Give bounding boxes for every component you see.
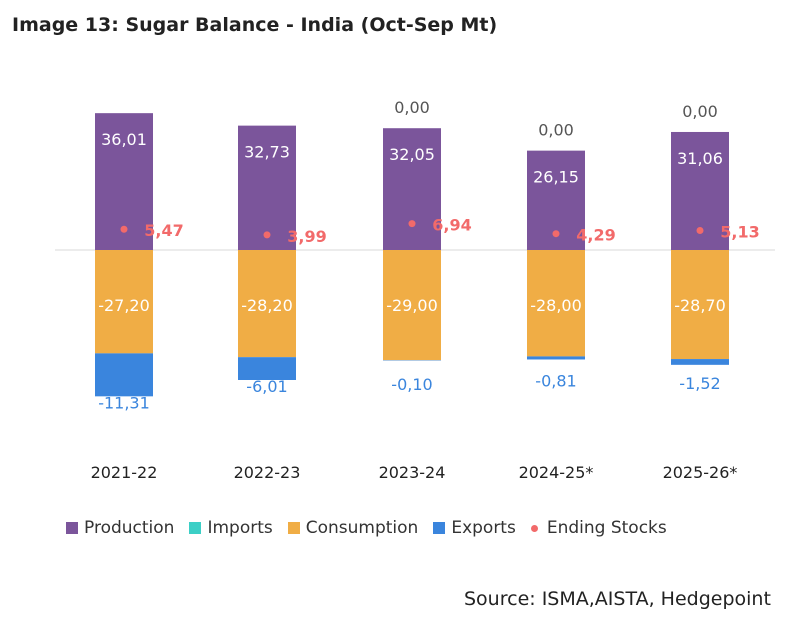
bar-label-imports: 0,00 [538, 121, 574, 140]
bar-label-consumption: -28,70 [674, 296, 726, 315]
bar-label-exports: -0,10 [391, 375, 432, 394]
x-tick-label: 2025-26* [663, 463, 738, 482]
bar-label-production: 32,73 [244, 143, 290, 162]
legend-swatch [433, 522, 446, 534]
bar-exports [527, 356, 585, 360]
bar-label-exports: -1,52 [679, 374, 720, 393]
bar-label-consumption: -27,20 [98, 296, 150, 315]
legend-label: Production [84, 518, 175, 538]
bar-exports [238, 357, 296, 380]
bar-label-production: 32,05 [389, 145, 435, 164]
bar-exports [95, 353, 153, 397]
bar-consumption [238, 250, 296, 358]
legend-item: Consumption [287, 518, 419, 538]
bar-label-production: 36,01 [101, 130, 147, 149]
point-ending-stocks [263, 231, 271, 239]
bar-production [383, 128, 441, 250]
bar-production [238, 125, 296, 250]
legend-label: Consumption [305, 518, 419, 538]
x-tick-label: 2022-23 [234, 463, 301, 482]
legend-swatch [287, 522, 300, 534]
bar-label-consumption: -28,20 [241, 296, 293, 315]
legend-swatch [189, 522, 202, 534]
bar-consumption [671, 250, 729, 360]
bar-label-exports: -6,01 [246, 377, 287, 396]
legend-item: Ending Stocks [530, 518, 667, 538]
point-label-ending-stocks: 5,13 [720, 223, 759, 242]
legend: Production Imports Consumption Exports Endin… [66, 516, 682, 540]
bar-label-exports: -11,31 [98, 393, 150, 412]
point-ending-stocks [696, 227, 704, 235]
x-tick-label: 2021-22 [91, 463, 158, 482]
bar-label-production: 31,06 [677, 149, 723, 168]
legend-swatch [530, 524, 538, 532]
bar-label-production: 26,15 [533, 168, 579, 187]
point-label-ending-stocks: 3,99 [287, 227, 326, 246]
bar-exports [671, 359, 729, 365]
bar-label-consumption: -29,00 [386, 296, 438, 315]
bar-label-imports: 0,00 [394, 98, 430, 117]
bar-label-exports: -0,81 [535, 371, 576, 390]
legend-item: Production [66, 518, 174, 538]
point-ending-stocks [408, 220, 416, 228]
legend-item: Imports [189, 518, 273, 538]
x-tick-label: 2024-25* [519, 463, 594, 482]
legend-item: Exports [433, 518, 516, 538]
legend-label: Imports [207, 518, 273, 538]
bar-consumption [95, 250, 153, 354]
legend-swatch [66, 522, 78, 534]
chart-title: Image 13: Sugar Balance - India (Oct-Sep… [12, 14, 498, 36]
point-label-ending-stocks: 4,29 [576, 226, 615, 245]
bar-consumption [527, 250, 585, 357]
point-ending-stocks [120, 225, 128, 233]
point-label-ending-stocks: 5,47 [144, 221, 183, 240]
legend-label: Exports [451, 518, 516, 538]
point-ending-stocks [552, 230, 560, 238]
bar-consumption [383, 250, 441, 361]
x-tick-label: 2023-24 [379, 463, 446, 482]
legend-label: Ending Stocks [546, 518, 667, 538]
source-note: Source: ISMA,AISTA, Hedgepoint [464, 588, 771, 610]
bar-label-consumption: -28,00 [530, 296, 582, 315]
point-label-ending-stocks: 6,94 [432, 216, 471, 235]
bar-label-imports: 0,00 [682, 102, 718, 121]
